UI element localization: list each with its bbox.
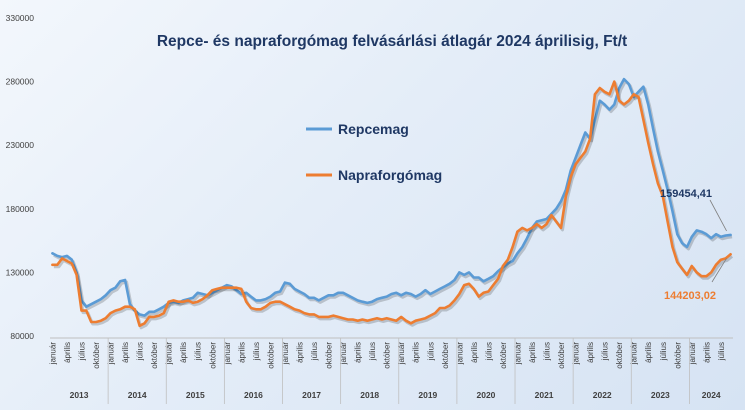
x-tick-label: április	[295, 342, 304, 363]
x-tick-label: január	[630, 342, 639, 366]
data-labels: 159454,41 144203,02	[660, 188, 727, 302]
x-tick-label: július	[77, 342, 86, 361]
x-tick-label: október	[441, 342, 450, 369]
year-label: 2017	[302, 390, 321, 400]
x-tick-label: január	[397, 342, 406, 366]
x-tick-label: április	[354, 342, 363, 363]
y-tick-label: 180000	[6, 204, 35, 214]
x-tick-label: április	[412, 342, 421, 363]
year-label: 2021	[535, 390, 554, 400]
x-tick-label: július	[310, 342, 319, 361]
chart-title: Repce- és napraforgómag felvásárlási átl…	[157, 33, 627, 50]
x-tick-label: április	[644, 342, 653, 363]
x-tick-label: január	[572, 342, 581, 366]
legend-label: Napraforgómag	[338, 167, 442, 183]
x-tick-label: október	[673, 342, 682, 369]
year-label: 2018	[360, 390, 379, 400]
series-line-napraforgomag	[51, 80, 732, 328]
x-tick-label: január	[165, 342, 174, 366]
x-tick-label: július	[368, 342, 377, 361]
year-label: 2023	[651, 390, 670, 400]
x-axis: január április július október január április j…	[48, 337, 733, 404]
x-tick-label: július	[252, 342, 261, 361]
x-tick-label: október	[150, 342, 159, 369]
x-tick-label: január	[455, 342, 464, 366]
year-label: 2013	[70, 390, 89, 400]
x-tick-label: január	[223, 342, 232, 366]
x-tick-label: április	[121, 342, 130, 363]
year-label: 2019	[418, 390, 437, 400]
end-label-napraforgomag: 144203,02	[664, 290, 716, 302]
x-tick-label: április	[702, 342, 711, 363]
series-line-repcemag	[51, 77, 732, 317]
x-tick-label: július	[484, 342, 493, 361]
x-tick-label: október	[557, 342, 566, 369]
year-label: 2024	[702, 390, 721, 400]
y-tick-label: 280000	[6, 77, 35, 87]
y-tick-label: 230000	[6, 140, 35, 150]
x-tick-label: július	[136, 342, 145, 361]
x-tick-label: július	[659, 342, 668, 361]
year-label: 2020	[476, 390, 495, 400]
legend-label: Repcemag	[338, 121, 409, 137]
y-tick-label: 130000	[6, 267, 35, 277]
x-tick-label: január	[107, 342, 116, 366]
x-tick-label: október	[92, 342, 101, 369]
x-tick-label: április	[586, 342, 595, 363]
x-tick-label: január	[281, 342, 290, 366]
x-tick-label: október	[208, 342, 217, 369]
x-tick-label: január	[513, 342, 522, 366]
x-tick-label: július	[543, 342, 552, 361]
series-layer	[51, 77, 734, 330]
x-tick-label: április	[528, 342, 537, 363]
end-label-repcemag: 159454,41	[660, 188, 712, 200]
x-tick-label: október	[266, 342, 275, 369]
x-tick-label: július	[194, 342, 203, 361]
year-label: 2016	[244, 390, 263, 400]
x-tick-label: április	[470, 342, 479, 363]
x-tick-label: január	[48, 342, 57, 366]
x-tick-label: július	[601, 342, 610, 361]
year-label: 2014	[128, 390, 147, 400]
x-tick-label: július	[426, 342, 435, 361]
x-tick-label: október	[325, 342, 334, 369]
x-tick-label: október	[383, 342, 392, 369]
y-tick-label: 80000	[10, 331, 34, 341]
y-tick-label: 330000	[6, 13, 35, 23]
x-tick-label: április	[237, 342, 246, 363]
leader-line	[709, 199, 727, 232]
x-tick-label: július	[717, 342, 726, 361]
x-tick-label: április	[63, 342, 72, 363]
x-tick-label: október	[615, 342, 624, 369]
series-shadow	[53, 79, 733, 320]
year-label: 2015	[186, 390, 205, 400]
x-tick-label: január	[339, 342, 348, 366]
x-tick-label: október	[499, 342, 508, 369]
leader-line	[711, 258, 727, 283]
legend: Repcemag Napraforgómag	[306, 121, 442, 183]
x-tick-label: április	[179, 342, 188, 363]
x-tick-label: január	[688, 342, 697, 366]
y-axis: 80000 130000 180000 230000 280000 330000	[6, 13, 35, 341]
year-label: 2022	[593, 390, 612, 400]
